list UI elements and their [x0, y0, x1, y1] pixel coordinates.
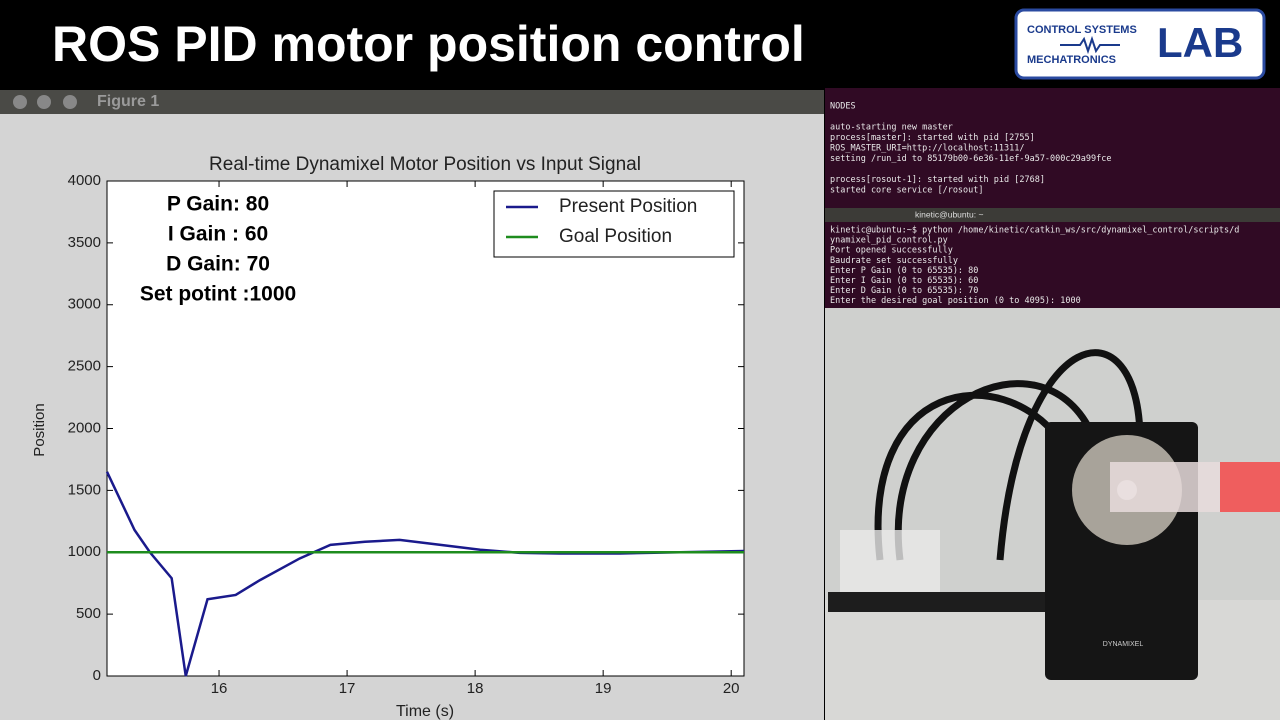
terminal-line: Baudrate set successfully	[830, 256, 958, 266]
gain-annotation: I Gain : 60	[168, 223, 268, 246]
legend-label: Goal Position	[559, 226, 672, 247]
y-tick-label: 3500	[68, 234, 101, 251]
terminal-line: Enter D Gain (0 to 65535): 70	[830, 286, 978, 296]
close-button[interactable]	[13, 95, 27, 109]
x-tick-label: 18	[467, 680, 484, 697]
header-title: ROS PID motor position control	[52, 16, 805, 72]
gain-annotation: P Gain: 80	[167, 193, 269, 216]
x-tick-label: 17	[339, 680, 356, 697]
control-board	[828, 592, 1058, 612]
x-tick-label: 20	[723, 680, 740, 697]
terminal-line: Enter P Gain (0 to 65535): 80	[830, 266, 978, 276]
terminal-line: setting /run_id to 85179b00-6e36-11ef-9a…	[830, 154, 1111, 164]
terminal-2	[825, 222, 1280, 308]
x-tick-label: 16	[211, 680, 228, 697]
terminal-line: kinetic@ubuntu:~$ python /home/kinetic/c…	[830, 226, 1239, 236]
plot-area	[106, 180, 745, 677]
terminal-2-title: kinetic@ubuntu: ~	[915, 209, 983, 219]
x-axis-label: Time (s)	[396, 703, 454, 720]
terminal-2-titlebar	[825, 208, 1280, 222]
terminal-1	[825, 88, 1280, 208]
servo-label: DYNAMIXEL	[1103, 641, 1144, 648]
window-titlebar	[0, 90, 824, 114]
y-tick-label: 500	[76, 605, 101, 622]
tape-red	[1220, 462, 1280, 512]
connectors	[840, 530, 940, 592]
minimize-button[interactable]	[37, 95, 51, 109]
logo-line2: MECHATRONICS	[1027, 54, 1116, 66]
terminal-line: Enter the desired goal position (0 to 40…	[830, 296, 1081, 306]
y-tick-label: 2500	[68, 358, 101, 375]
window-title: Figure 1	[97, 93, 159, 110]
y-tick-label: 4000	[68, 172, 101, 189]
maximize-button[interactable]	[63, 95, 77, 109]
terminal-line: NODES	[830, 102, 856, 112]
logo-line1: CONTROL SYSTEMS	[1027, 24, 1137, 36]
x-tick-label: 19	[595, 680, 612, 697]
y-tick-label: 1500	[68, 481, 101, 498]
terminal-line: Enter I Gain (0 to 65535): 60	[830, 276, 978, 286]
terminal-line: ROS_MASTER_URI=http://localhost:11311/	[830, 144, 1024, 154]
logo-mark: LAB	[1157, 19, 1243, 66]
legend-label: Present Position	[559, 196, 697, 217]
logo-symbol	[1060, 35, 1120, 55]
y-tick-label: 2000	[68, 419, 101, 436]
terminal-line: ynamixel_pid_control.py	[830, 236, 948, 246]
gain-annotation: Set potint :1000	[140, 283, 296, 306]
y-tick-label: 1000	[68, 543, 101, 560]
terminal-line: auto-starting new master	[830, 123, 953, 133]
legend	[493, 190, 735, 258]
terminal-line: process[master]: started with pid [2755]	[830, 133, 1035, 143]
cables	[874, 349, 1144, 561]
gain-annotation: D Gain: 70	[166, 253, 270, 276]
terminal-line: started core service [/rosout]	[830, 186, 984, 196]
chart-title: Real-time Dynamixel Motor Position vs In…	[209, 154, 641, 175]
y-tick-label: 0	[93, 667, 101, 684]
logo	[1014, 8, 1266, 80]
y-tick-label: 3000	[68, 296, 101, 313]
terminal-line: Port opened successfully	[830, 246, 953, 256]
y-axis-label: Position	[31, 403, 48, 456]
terminal-line: process[rosout-1]: started with pid [276…	[830, 175, 1045, 185]
